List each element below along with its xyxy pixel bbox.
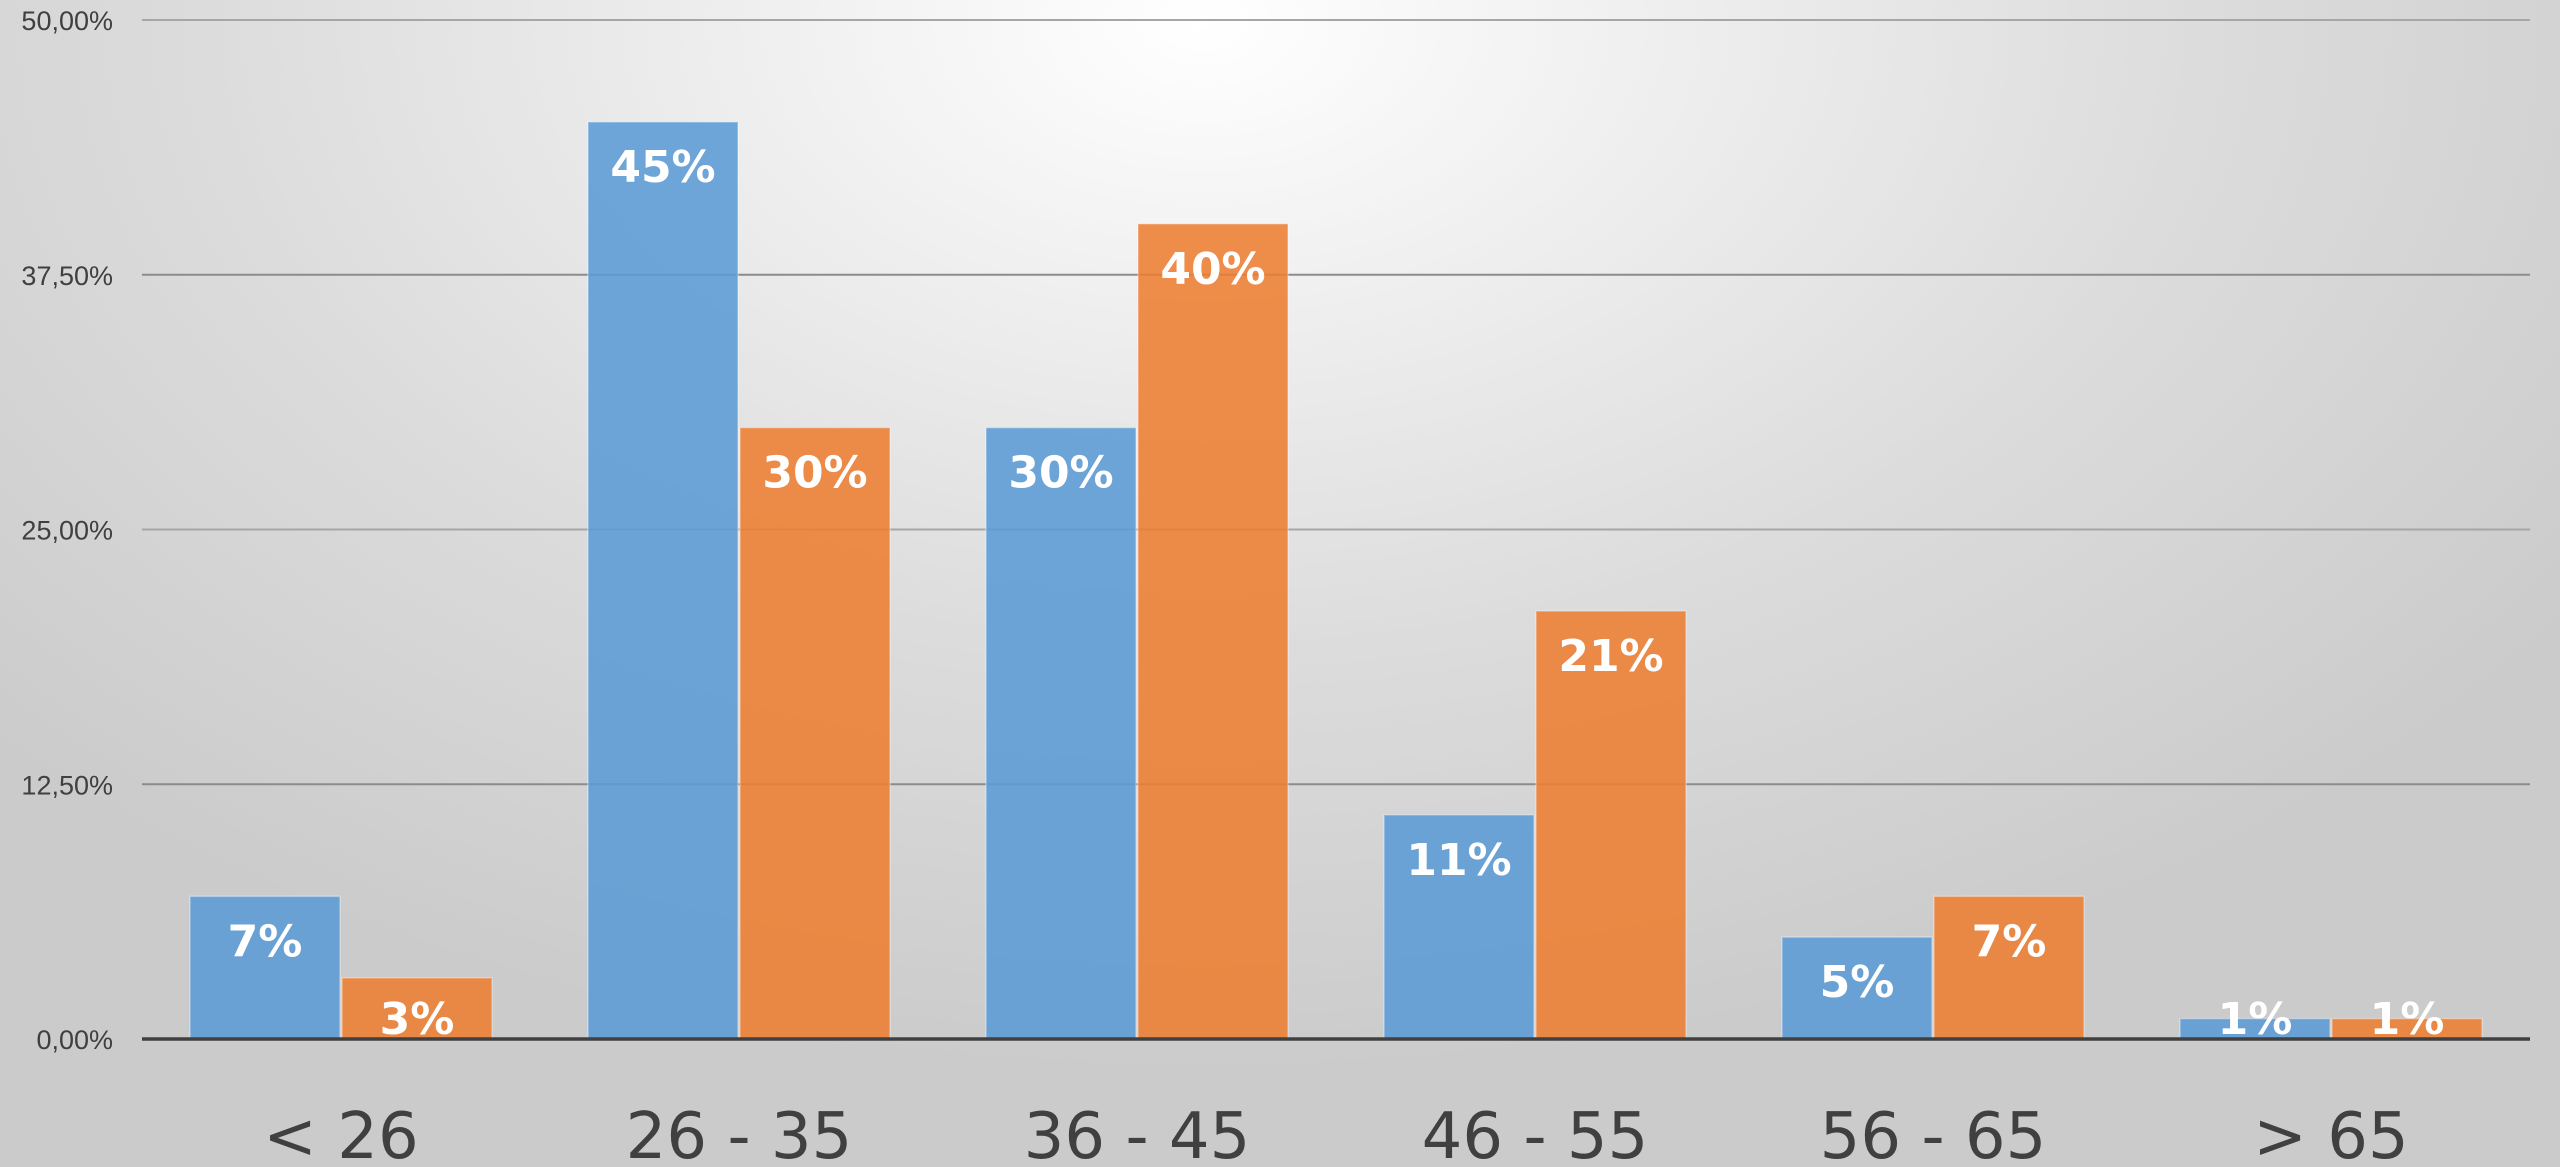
bar-series1-4: [1781, 936, 1933, 1040]
x-axis: < 26 26 - 35 36 - 45 46 - 55 56 - 65 > 65: [142, 1037, 2530, 1167]
y-axis-tick-labels: 0,00% 12,50% 25,00% 37,50% 50,00%: [21, 6, 113, 1055]
data-label: 45%: [610, 142, 715, 193]
data-label: 21%: [1558, 631, 1663, 682]
data-labels: 7% 3% 45% 30% 30% 40% 11% 21% 5% 7% 1% 1%: [228, 142, 2445, 1045]
data-label: 3%: [380, 994, 455, 1045]
bar-series2-3: [1535, 610, 1687, 1040]
data-label: 11%: [1406, 835, 1511, 886]
x-category-label: < 26: [263, 1100, 418, 1167]
x-category-label: > 65: [2253, 1100, 2408, 1167]
y-tick-label: 25,00%: [21, 516, 113, 546]
bars: [189, 121, 2483, 1040]
data-label: 1%: [2218, 994, 2293, 1045]
y-tick-label: 50,00%: [21, 6, 113, 36]
bar-series2-4: [1933, 895, 2085, 1040]
data-label: 7%: [1972, 916, 2047, 967]
gridlines: [142, 19, 2530, 786]
bar-series2-2: [1137, 223, 1289, 1040]
bar-series1-0: [189, 895, 341, 1040]
data-label: 30%: [1008, 448, 1113, 499]
data-label: 1%: [2370, 994, 2445, 1045]
x-category-label: 36 - 45: [1024, 1100, 1251, 1167]
x-category-label: 26 - 35: [626, 1100, 853, 1167]
data-label: 7%: [228, 916, 303, 967]
data-label: 40%: [1160, 244, 1265, 295]
bar-series2-1: [739, 426, 891, 1040]
data-label: 5%: [1820, 957, 1895, 1008]
bar-series1-2: [985, 426, 1137, 1040]
y-tick-label: 12,50%: [21, 770, 113, 800]
y-tick-label: 0,00%: [36, 1025, 113, 1055]
bar-series1-3: [1383, 814, 1535, 1040]
data-label: 30%: [762, 448, 867, 499]
y-tick-label: 37,50%: [21, 261, 113, 291]
bar-series1-1: [587, 121, 739, 1040]
x-category-label: 46 - 55: [1422, 1100, 1649, 1167]
x-category-label: 56 - 65: [1820, 1100, 2047, 1167]
